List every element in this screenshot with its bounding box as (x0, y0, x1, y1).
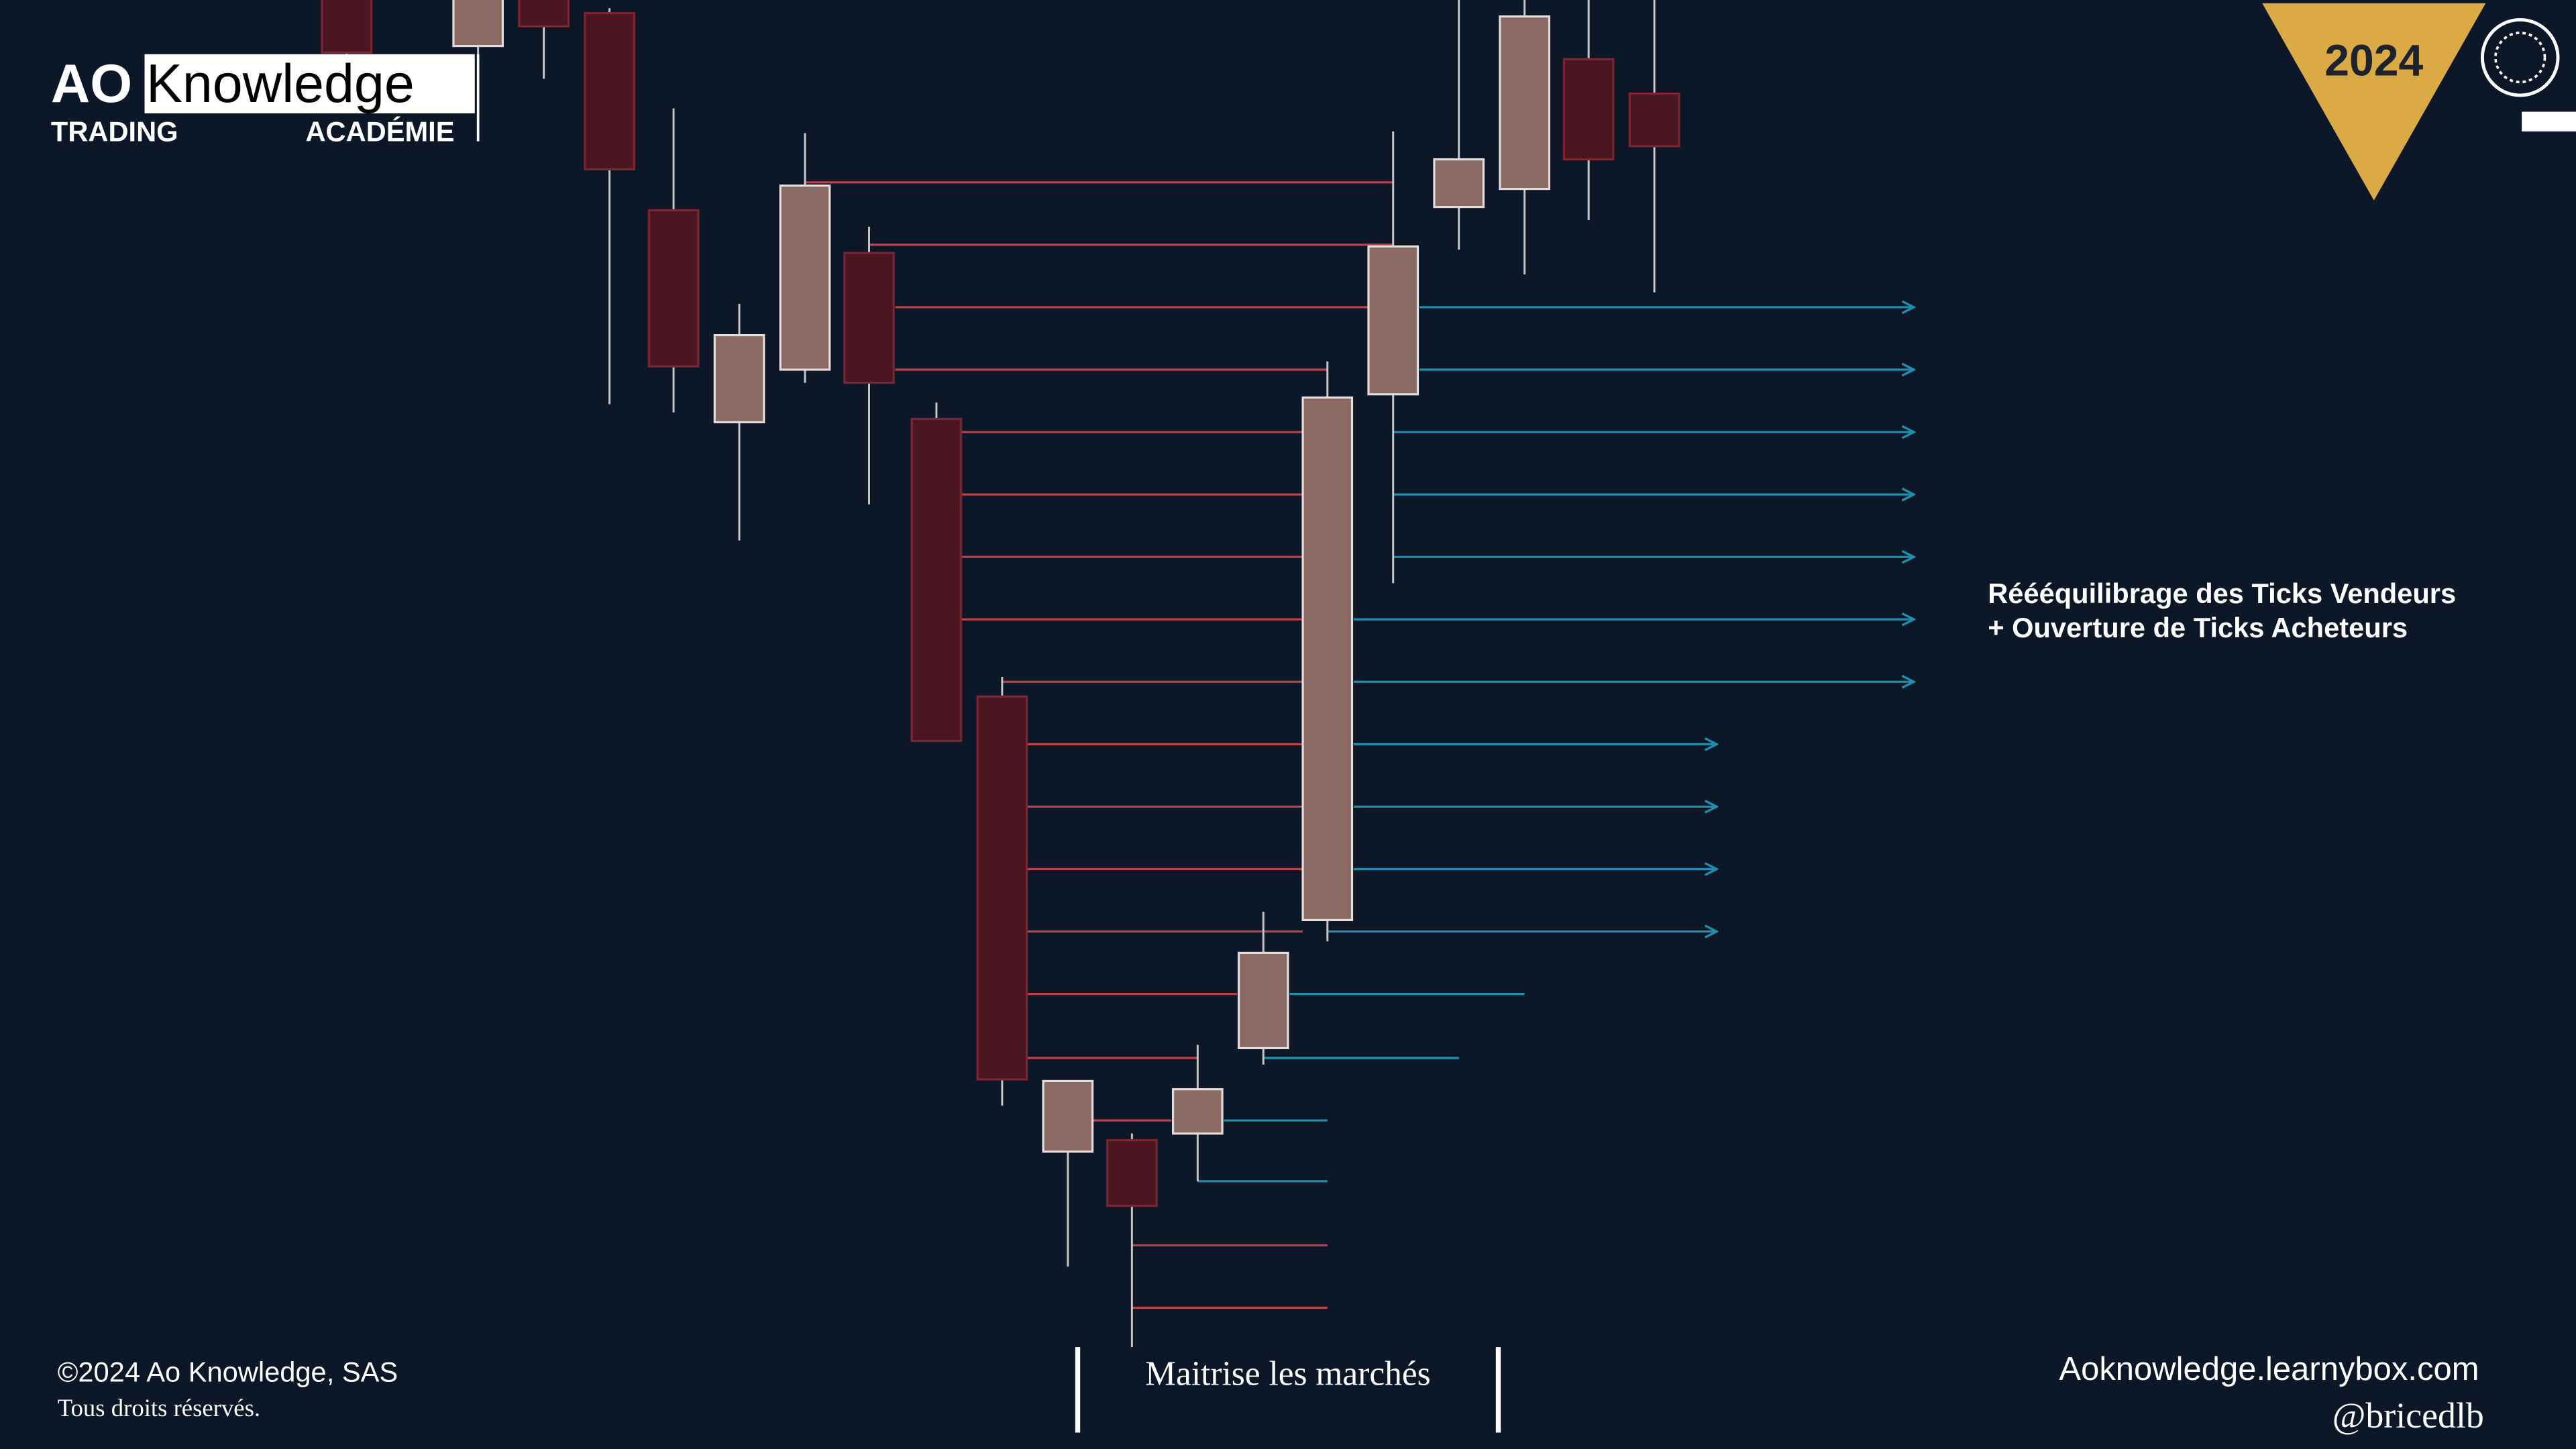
annotation-line-1: Réééquilibrage des Ticks Vendeurs (1988, 578, 2456, 609)
corner-bar (2522, 111, 2576, 131)
candles (321, 0, 1680, 1348)
candle-body (1628, 93, 1680, 148)
candle-body (647, 209, 700, 368)
candle-body (1171, 1088, 1224, 1135)
candle-body (1499, 15, 1550, 191)
badge-year: 2024 (2324, 36, 2423, 86)
logo-box (144, 54, 475, 113)
logo-ao: AO (51, 54, 132, 114)
annotation-line-2: + Ouverture de Ticks Acheteurs (1988, 612, 2408, 643)
handle: @bricedlb (2332, 1395, 2484, 1436)
logo-academie: ACADÉMIE (306, 116, 455, 148)
candle-body (452, 0, 504, 48)
candle-body (779, 184, 831, 371)
emblem-inner (2494, 32, 2546, 84)
candle-body (1106, 1139, 1158, 1208)
badge-triangle (2262, 3, 2486, 201)
candle-body (1433, 158, 1485, 209)
logo: AO Knowledge TRADING ACADÉMIE (51, 54, 480, 148)
logo-knowledge: Knowledge (146, 54, 415, 114)
candle-body (976, 695, 1028, 1081)
candle-body (1301, 396, 1354, 922)
candle-body (1237, 951, 1289, 1050)
candle-body (910, 417, 963, 743)
candle-body (1367, 245, 1419, 396)
candle-body (584, 12, 635, 170)
tagline: Maitrise les marchés (1145, 1354, 1430, 1393)
tick-levels (805, 181, 1914, 1309)
emblem (2480, 17, 2560, 97)
candle-body (843, 252, 895, 384)
website: Aoknowledge.learnybox.com (2059, 1351, 2479, 1387)
candle-body (713, 334, 765, 423)
rights: Tous droits réservés. (58, 1394, 260, 1421)
candle-body (518, 0, 570, 28)
badge: 2024 (2262, 3, 2576, 201)
candle-body (1042, 1079, 1094, 1153)
copyright: ©2024 Ao Knowledge, SAS (58, 1356, 398, 1388)
footer: ©2024 Ao Knowledge, SAS Tous droits rése… (58, 1347, 2484, 1436)
candle-body (321, 0, 373, 54)
candle-body (1562, 58, 1615, 161)
logo-trading: TRADING (51, 116, 178, 148)
